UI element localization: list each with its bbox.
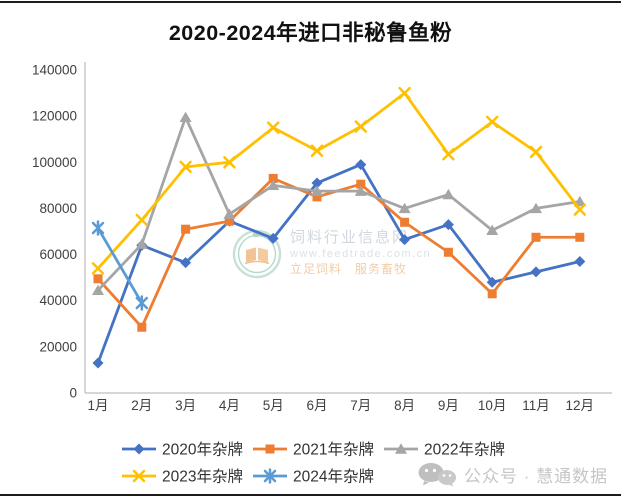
svg-text:2024年杂牌: 2024年杂牌: [293, 468, 374, 486]
svg-text:40000: 40000: [39, 293, 77, 308]
svg-text:0: 0: [69, 386, 77, 401]
svg-text:11月: 11月: [522, 398, 550, 413]
svg-text:10月: 10月: [478, 398, 507, 413]
legend: 2020年杂牌 2021年杂牌 2022年杂牌 2023年杂牌 2024年杂牌: [122, 441, 505, 486]
top-border-line: [0, 1, 621, 3]
svg-text:2022年杂牌: 2022年杂牌: [424, 441, 505, 459]
legend-item-2020年杂牌: 2020年杂牌: [122, 441, 243, 459]
watermark-site-url: www.feedtrade.com.cn: [290, 248, 432, 260]
svg-text:80000: 80000: [39, 201, 77, 216]
svg-text:4月: 4月: [219, 398, 240, 413]
series-2023年杂牌: [91, 86, 587, 275]
svg-text:2023年杂牌: 2023年杂牌: [162, 468, 243, 486]
legend-item-2021年杂牌: 2021年杂牌: [253, 441, 374, 459]
svg-text:7月: 7月: [350, 398, 371, 413]
series-2021年杂牌: [93, 173, 585, 332]
svg-text:5月: 5月: [263, 398, 284, 413]
watermark: 饲料行业信息网 www.feedtrade.com.cn 立足饲料 服务畜牧: [230, 226, 431, 280]
svg-text:6月: 6月: [306, 398, 327, 413]
svg-text:140000: 140000: [32, 63, 77, 78]
series-2024年杂牌: [91, 220, 149, 311]
wechat-badge-text: 公众号 · 慧通数据: [464, 467, 609, 486]
svg-text:12月: 12月: [566, 398, 595, 413]
wechat-icon: [418, 463, 456, 487]
axes: [84, 62, 612, 394]
legend-item-2023年杂牌: 2023年杂牌: [122, 468, 243, 486]
legend-item-2022年杂牌: 2022年杂牌: [384, 441, 505, 459]
svg-text:60000: 60000: [39, 247, 77, 262]
x-axis-labels: 1月 2月 3月 4月 5月 6月 7月 8月 9月 10月 11月 12月: [87, 398, 594, 413]
y-axis-labels: 0 20000 40000 60000 80000 100000 120000 140000: [32, 63, 77, 401]
bottom-border-line: [0, 494, 621, 496]
svg-text:2020年杂牌: 2020年杂牌: [162, 441, 243, 459]
wechat-badge: 公众号 · 慧通数据: [417, 462, 608, 487]
chart-title: 2020-2024年进口非秘鲁鱼粉: [168, 21, 453, 45]
svg-text:100000: 100000: [32, 155, 77, 170]
watermark-site-name: 饲料行业信息网: [290, 229, 410, 246]
svg-text:2月: 2月: [131, 398, 152, 413]
svg-text:3月: 3月: [175, 398, 196, 413]
svg-text:20000: 20000: [39, 339, 77, 354]
svg-text:120000: 120000: [32, 109, 77, 124]
svg-text:8月: 8月: [394, 398, 415, 413]
svg-text:1月: 1月: [87, 398, 108, 413]
svg-text:9月: 9月: [438, 398, 459, 413]
svg-text:2021年杂牌: 2021年杂牌: [293, 441, 374, 459]
watermark-text: 饲料行业信息网 www.feedtrade.com.cn 立足饲料 服务畜牧: [290, 229, 431, 277]
watermark-slogan: 立足饲料 服务畜牧: [290, 262, 408, 276]
legend-item-2024年杂牌: 2024年杂牌: [253, 468, 374, 486]
